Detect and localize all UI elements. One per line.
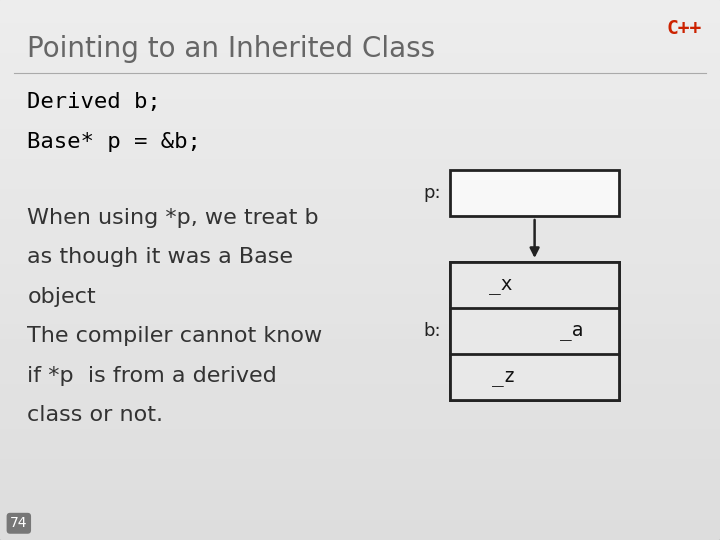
Text: _x: _x [489,275,513,294]
Text: _z: _z [492,367,516,386]
FancyBboxPatch shape [450,308,619,354]
FancyBboxPatch shape [450,262,619,400]
Text: _a: _a [560,321,584,340]
Text: p:: p: [424,184,441,202]
Text: Base* p = &b;: Base* p = &b; [27,132,201,152]
Text: Derived b;: Derived b; [27,92,161,112]
Text: When using *p, we treat b: When using *p, we treat b [27,208,319,228]
Text: as though it was a Base: as though it was a Base [27,247,293,267]
Text: class or not.: class or not. [27,405,163,425]
Text: 74: 74 [10,516,27,530]
FancyBboxPatch shape [450,262,619,308]
Text: object: object [27,287,96,307]
Text: Pointing to an Inherited Class: Pointing to an Inherited Class [27,35,436,63]
FancyBboxPatch shape [450,354,619,400]
Text: C++: C++ [666,19,701,38]
FancyBboxPatch shape [450,170,619,216]
Text: The compiler cannot know: The compiler cannot know [27,326,323,346]
Text: if *p  is from a derived: if *p is from a derived [27,366,277,386]
Text: b:: b: [424,322,441,340]
